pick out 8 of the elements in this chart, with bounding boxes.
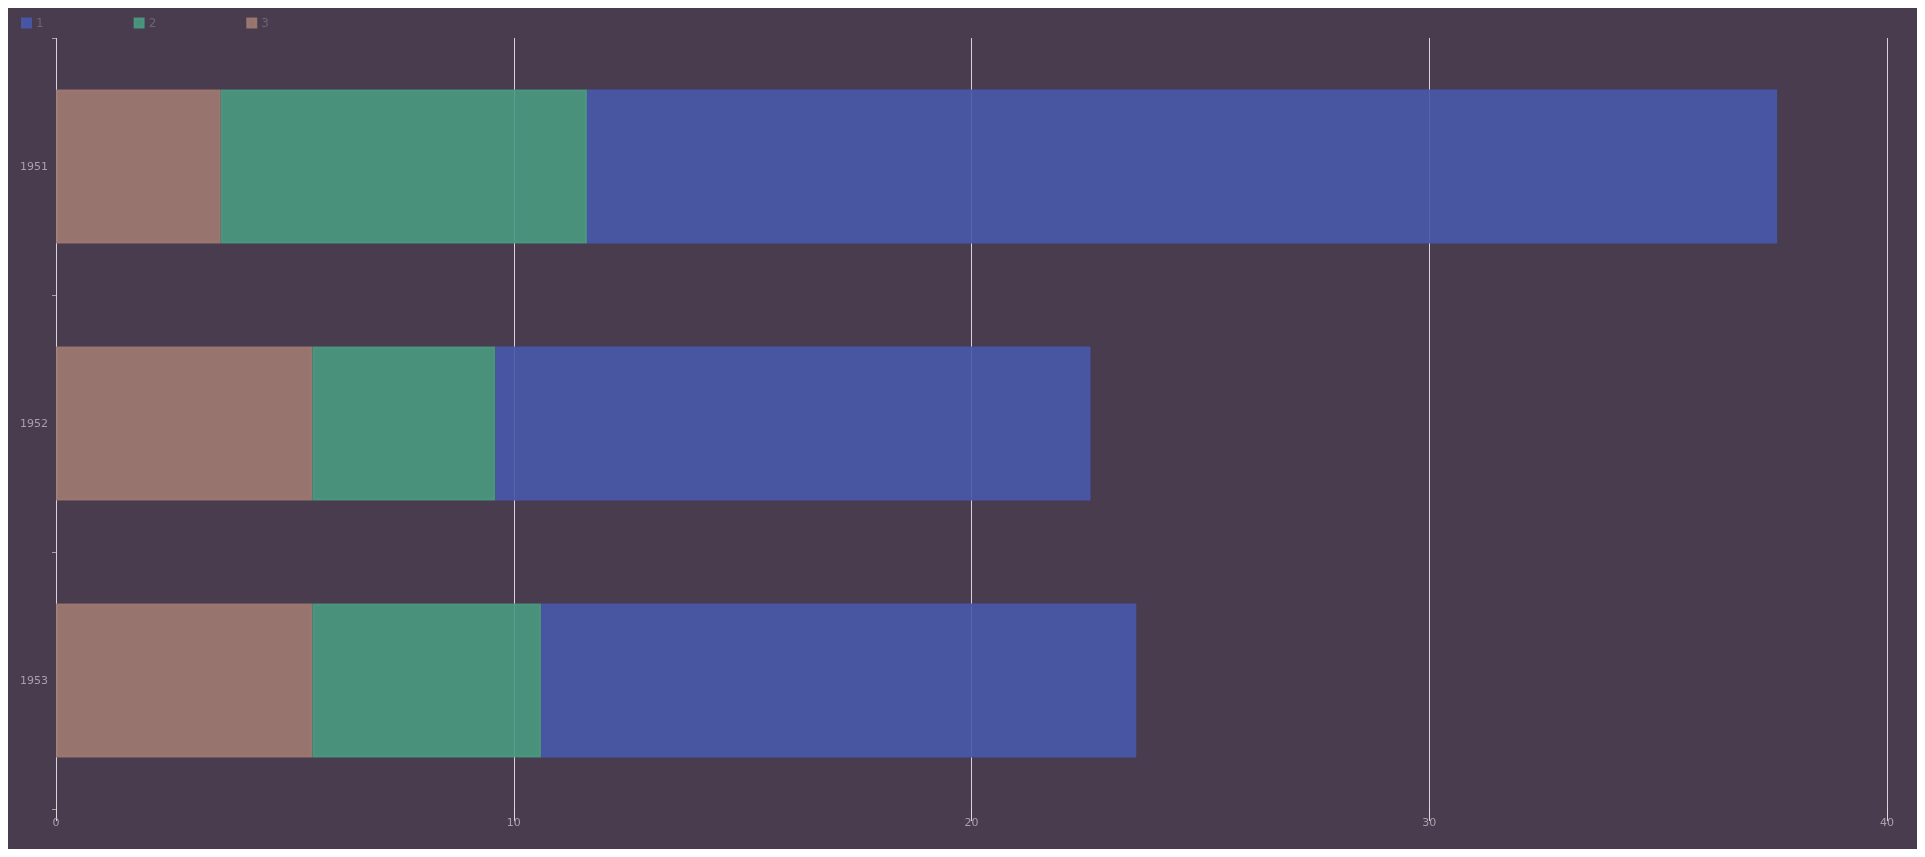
x-tick-label: 10 [506,816,521,829]
x-tick-label: 0 [52,816,60,829]
y-tick-label: 1953 [20,674,48,687]
y-tick-label: 1951 [20,160,48,173]
x-tick-label: 40 [1880,816,1894,829]
x-tick-label: 20 [964,816,979,829]
x-tick-label: 30 [1422,816,1437,829]
y-tick-label: 1952 [20,417,48,430]
